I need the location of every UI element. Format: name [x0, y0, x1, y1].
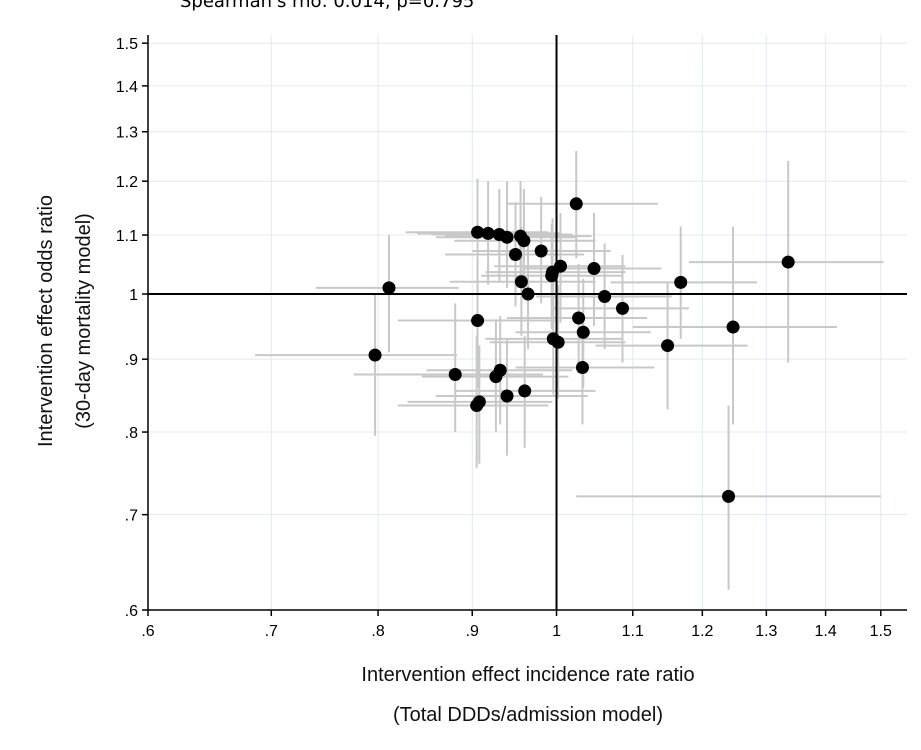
data-point: [674, 275, 688, 289]
data-point: [572, 311, 586, 325]
x-tick-label: 1.2: [691, 623, 713, 640]
data-point: [587, 262, 601, 276]
data-point: [472, 395, 486, 409]
data-point: [576, 325, 590, 339]
x-tick-label: 1.1: [622, 623, 644, 640]
y-tick-label: 1.4: [116, 79, 138, 96]
y-tick-label: .7: [125, 508, 138, 525]
data-point: [514, 275, 528, 289]
data-point: [521, 287, 535, 301]
y-tick-label: .6: [125, 603, 138, 620]
data-point: [471, 225, 485, 239]
chart-subtitle: Spearman's rho: 0.014, p=0.795: [180, 0, 475, 12]
y-tick-label: 1.5: [116, 36, 138, 53]
data-point: [726, 320, 740, 334]
x-tick-label: 1.3: [755, 623, 777, 640]
error-bars: [255, 151, 884, 590]
axes: .6 .7 .8 .9 1 1.1 1.2 1.3 1.4 1.5 .6 .7 .8 .9 1 1.1 1.2 1…: [116, 35, 907, 640]
x-tick-label: 1.5: [870, 623, 892, 640]
data-point: [500, 230, 514, 244]
y-axis-subtitle: (30-day mortality model): [73, 213, 95, 429]
data-point: [615, 301, 629, 315]
data-point: [448, 367, 462, 381]
data-point: [493, 363, 507, 377]
data-point: [554, 259, 568, 273]
y-tick-label: 1: [129, 287, 138, 304]
data-point: [569, 197, 583, 211]
y-tick-label: 1.1: [116, 228, 138, 245]
x-axis-subtitle: (Total DDDs/admission model): [393, 704, 663, 726]
x-tick-label: .8: [371, 623, 384, 640]
data-point: [382, 281, 396, 295]
data-point: [500, 389, 514, 403]
x-axis-title: Intervention effect incidence rate ratio: [361, 664, 694, 686]
x-tick-label: .7: [265, 623, 278, 640]
data-point: [508, 247, 522, 261]
data-point: [368, 348, 382, 362]
data-point: [471, 314, 485, 328]
y-tick-label: .9: [125, 352, 138, 369]
data-point: [481, 226, 495, 240]
data-point: [722, 489, 736, 503]
y-tick-label: 1.3: [116, 125, 138, 142]
data-point: [551, 335, 565, 349]
data-point: [661, 339, 675, 353]
x-tick-label: 1: [552, 623, 561, 640]
data-point: [781, 255, 795, 269]
y-axis-title: Intervention effect odds ratio: [35, 195, 57, 447]
x-tick-label: .9: [466, 623, 479, 640]
y-tick-label: .8: [125, 425, 138, 442]
data-point: [534, 244, 548, 258]
data-point: [575, 360, 589, 374]
data-point: [598, 289, 612, 303]
x-tick-label: 1.4: [814, 623, 836, 640]
data-point: [518, 384, 532, 398]
y-tick-label: 1.2: [116, 174, 138, 191]
x-tick-label: .6: [141, 623, 154, 640]
data-points: [368, 197, 795, 503]
data-point: [517, 234, 531, 248]
